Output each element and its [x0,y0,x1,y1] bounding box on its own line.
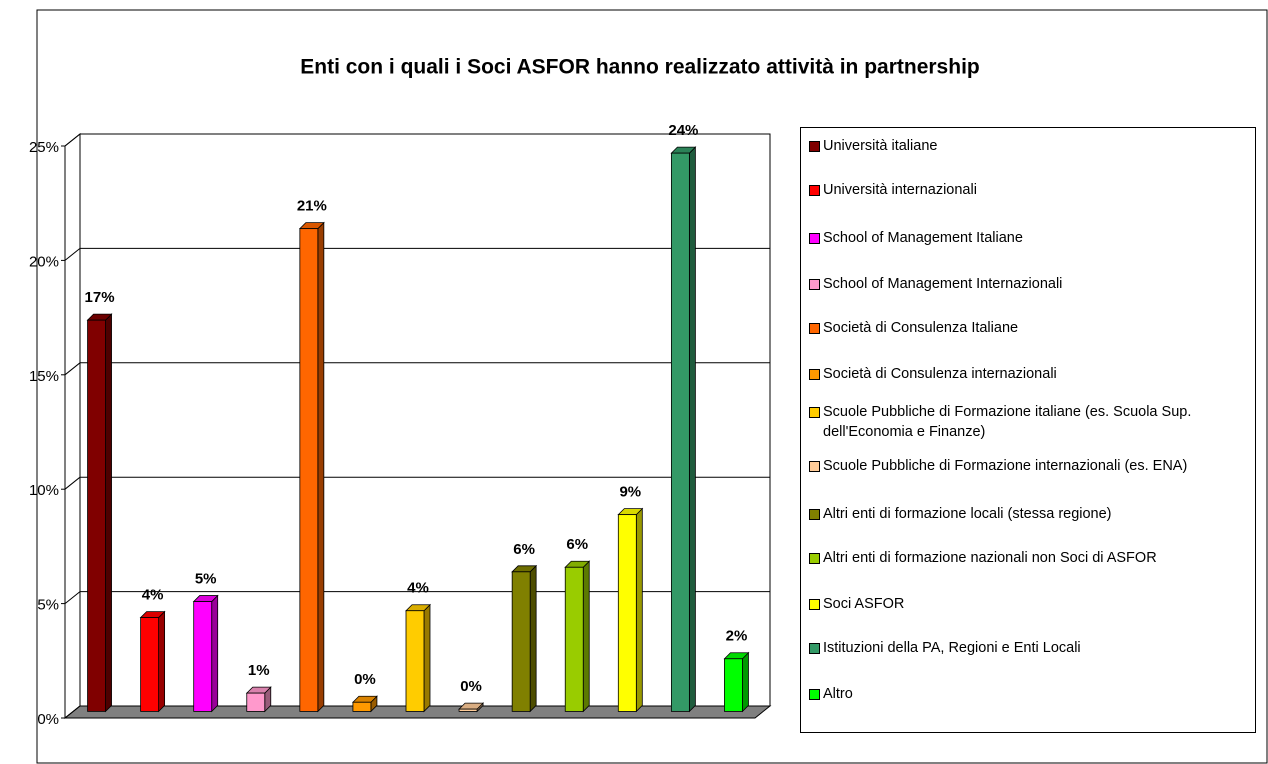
grid-line [64,705,81,719]
data-label: 6% [566,536,588,553]
y-tick-label: 15% [29,368,59,385]
bar [458,708,478,712]
bar-side [635,507,643,713]
data-label: 9% [619,484,641,501]
legend-label: Scuole Pubbliche di Formazione italiane … [823,404,1192,440]
legend-label: Università internazionali [823,182,977,198]
data-label: 4% [407,580,429,597]
legend-label: Società di Consulenza Italiane [823,320,1019,336]
legend-swatch [809,461,820,472]
legend-label: School of Management Internazionali [823,276,1063,292]
legend-label: Scuole Pubbliche di Formazione internazi… [823,458,1188,474]
legend-label: Altri enti di formazione locali (stessa … [823,506,1112,522]
data-label: 2% [726,628,748,645]
bar-side [688,146,696,713]
grid-line [64,476,81,490]
bar [246,692,266,712]
bar [724,658,743,712]
legend-label: Altri enti di formazione nazionali non S… [823,550,1157,566]
legend-swatch [809,279,820,290]
bar [87,319,106,712]
data-label: 4% [142,587,164,604]
legend-swatch [809,689,820,700]
legend-swatch [809,643,820,654]
legend-swatch [809,323,820,334]
legend-label: Soci ASFOR [823,596,905,612]
legend-swatch [809,369,820,380]
y-tick-label: 20% [29,253,59,270]
legend-swatch [809,233,820,244]
legend-swatch [809,553,820,564]
legend-label: Università italiane [823,138,938,154]
bar [511,571,531,712]
chart-title: Enti con i quali i Soci ASFOR hanno real… [300,56,979,79]
grid-line [64,362,81,376]
bar [405,610,425,712]
y-tick-label: 25% [29,139,59,156]
data-label: 0% [354,671,376,688]
y-tick-label: 0% [37,711,59,728]
grid-line [64,591,81,604]
bar-side [105,313,112,713]
legend-label: Altro [823,686,853,702]
legend-swatch [809,599,820,610]
data-label: 17% [85,289,115,306]
y-tick-label: 5% [37,597,59,614]
legend-label: Istituzioni della PA, Regioni e Enti Loc… [823,640,1081,656]
data-label: 5% [195,571,217,588]
grid-line [64,248,81,261]
bar-side [423,603,431,713]
bar [140,617,160,712]
bar-side [742,651,749,713]
data-label: 21% [297,198,327,215]
legend: Università italiane Università internazio… [800,127,1256,733]
bar [564,566,584,712]
legend-label: Società di Consulenza internazionali [823,366,1057,382]
bar [670,152,690,712]
bar [193,601,213,712]
bar-side [529,564,537,713]
bar-side [158,610,166,713]
side-wall [64,132,81,720]
legend-label: School of Management Italiane [823,230,1023,246]
data-label: 0% [460,678,482,695]
data-label: 24% [668,122,698,139]
legend-swatch [809,509,820,520]
bar [299,228,319,712]
bar [352,701,372,712]
data-label: 6% [513,541,535,558]
bar-side [582,560,590,713]
legend-swatch [809,141,820,152]
bar-side [317,221,325,713]
bar [617,514,637,712]
y-tick-label: 10% [29,482,59,499]
grid-line [64,133,81,147]
data-label: 1% [248,662,270,679]
legend-swatch [809,185,820,196]
legend-swatch [809,407,820,418]
bar-side [211,594,219,713]
